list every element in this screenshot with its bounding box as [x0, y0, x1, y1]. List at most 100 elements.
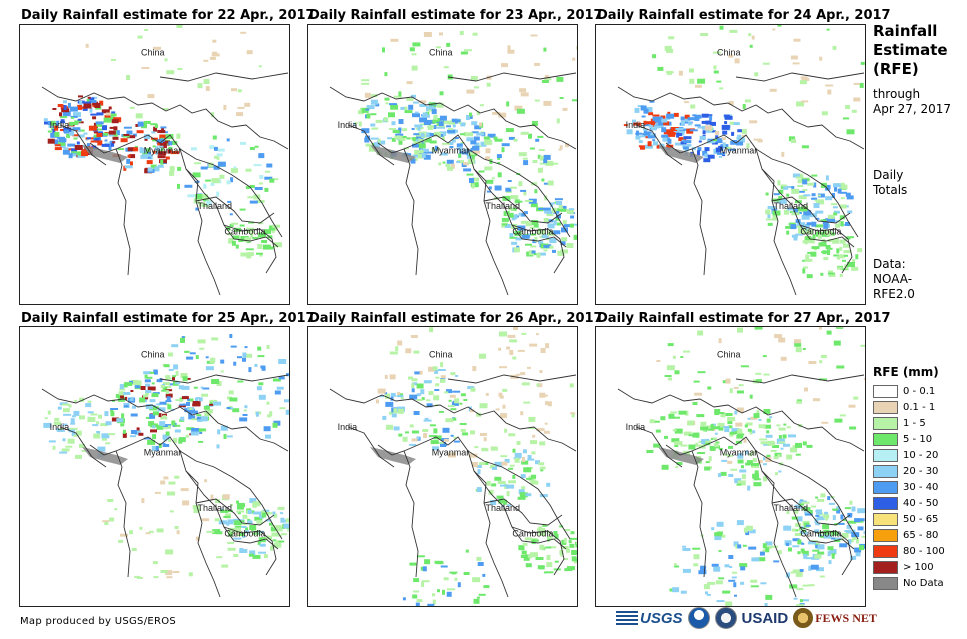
legend-item: No Data — [873, 575, 945, 591]
sidebar-title-line: (RFE) — [873, 60, 919, 78]
legend-label: 1 - 5 — [903, 417, 926, 429]
country-border — [89, 142, 131, 276]
country-label-myanmar: Myanmar — [720, 145, 758, 155]
country-border — [377, 142, 419, 276]
country-border — [89, 444, 131, 578]
country-border — [41, 388, 289, 452]
map-canvas: China India Myanmar Thailand Cambodia — [41, 25, 289, 296]
country-border — [115, 436, 203, 524]
rainfall-map-5: China India Myanmar Thailand Cambodia — [307, 326, 578, 607]
legend-item: 65 - 80 — [873, 527, 945, 543]
country-label-thailand: Thailand — [198, 503, 233, 513]
country-label-myanmar: Myanmar — [720, 447, 758, 457]
country-border — [329, 388, 577, 452]
sidebar-title-line: Rainfall — [873, 22, 938, 40]
country-border — [799, 224, 853, 274]
country-border — [617, 86, 865, 150]
country-label-india: India — [626, 422, 646, 432]
legend-item: 1 - 5 — [873, 415, 945, 431]
legend-item: 10 - 20 — [873, 447, 945, 463]
legend-label: 0.1 - 1 — [903, 401, 936, 413]
country-label-myanmar: Myanmar — [144, 447, 182, 457]
country-border — [485, 220, 509, 296]
legend-swatch — [873, 528, 898, 542]
rainfall-pixels — [43, 25, 282, 259]
country-label-thailand: Thailand — [774, 201, 809, 211]
country-border — [403, 436, 491, 524]
country-border — [179, 148, 283, 238]
sidebar-data-source: Data: NOAA- RFE2.0 — [873, 257, 915, 302]
map-credit: Map produced by USGS/EROS — [20, 616, 177, 627]
country-border — [41, 86, 289, 150]
sidebar-through-line: through — [873, 87, 921, 101]
rainfall-map-3: China India Myanmar Thailand Cambodia — [595, 24, 866, 305]
no-data-area — [658, 145, 704, 163]
sidebar-data-line: Data: — [873, 257, 906, 271]
country-border — [511, 224, 565, 274]
map-canvas: China India Myanmar Thailand Cambodia — [329, 31, 577, 296]
legend-swatch — [873, 512, 898, 526]
country-border — [635, 426, 683, 468]
country-label-china: China — [717, 350, 741, 360]
country-label-india: India — [50, 120, 70, 130]
country-border — [755, 148, 859, 238]
legend-label: 20 - 30 — [903, 465, 939, 477]
legend-item: 5 - 10 — [873, 431, 945, 447]
country-border — [403, 134, 491, 222]
country-label-cambodia: Cambodia — [800, 528, 841, 538]
legend-swatch — [873, 448, 898, 462]
legend-swatch — [873, 496, 898, 510]
country-border — [511, 526, 565, 576]
country-label-china: China — [717, 48, 741, 58]
country-border — [483, 196, 563, 224]
sidebar-through-date: Apr 27, 2017 — [873, 102, 952, 116]
panel-title-3: Daily Rainfall estimate for 24 Apr., 201… — [597, 8, 891, 23]
country-border — [179, 450, 283, 540]
usgs-logo: USGS — [616, 610, 683, 627]
no-data-area — [82, 145, 128, 163]
country-border — [665, 444, 707, 578]
no-data-area — [658, 447, 704, 465]
fews-logo-text: FEWS NET — [815, 610, 877, 625]
legend-swatch — [873, 384, 898, 398]
legend-item: 30 - 40 — [873, 479, 945, 495]
rainfall-map-6: China India Myanmar Thailand Cambodia — [595, 326, 866, 607]
country-border — [467, 450, 571, 540]
country-border — [115, 134, 203, 222]
legend-swatch — [873, 464, 898, 478]
legend-label: 0 - 0.1 — [903, 385, 936, 397]
fews-net-logo: FEWS NET — [793, 608, 877, 628]
country-border — [735, 374, 865, 384]
legend-swatch — [873, 432, 898, 446]
usgs-logo-text: USGS — [640, 609, 683, 627]
legend-swatch — [873, 544, 898, 558]
country-border — [691, 134, 779, 222]
country-border — [773, 522, 797, 598]
map-canvas: China India Myanmar Thailand Cambodia — [329, 327, 577, 606]
state-department-seal-icon — [714, 607, 737, 629]
country-label-cambodia: Cambodia — [512, 528, 553, 538]
country-border — [771, 196, 851, 224]
country-border — [691, 436, 779, 524]
panel-title-4: Daily Rainfall estimate for 25 Apr., 201… — [21, 311, 315, 326]
country-label-myanmar: Myanmar — [432, 447, 470, 457]
map-canvas: China India Myanmar Thailand Cambodia — [617, 25, 865, 296]
country-border — [197, 220, 221, 296]
country-label-china: China — [429, 48, 453, 58]
legend-label: No Data — [903, 577, 944, 589]
legend-label: 10 - 20 — [903, 449, 939, 461]
country-border — [185, 168, 279, 248]
legend-item: 40 - 50 — [873, 495, 945, 511]
sidebar-daily-line: Daily — [873, 168, 904, 182]
country-label-india: India — [338, 422, 358, 432]
country-border — [799, 526, 853, 576]
country-label-china: China — [429, 350, 453, 360]
country-label-thailand: Thailand — [774, 503, 809, 513]
country-border — [773, 220, 797, 296]
rainfall-map-1: China India Myanmar Thailand Cambodia — [19, 24, 290, 305]
legend-label: 40 - 50 — [903, 497, 939, 509]
legend-item: 0 - 0.1 — [873, 383, 945, 399]
legend-swatch — [873, 400, 898, 414]
country-label-cambodia: Cambodia — [512, 226, 553, 236]
legend-swatch — [873, 416, 898, 430]
